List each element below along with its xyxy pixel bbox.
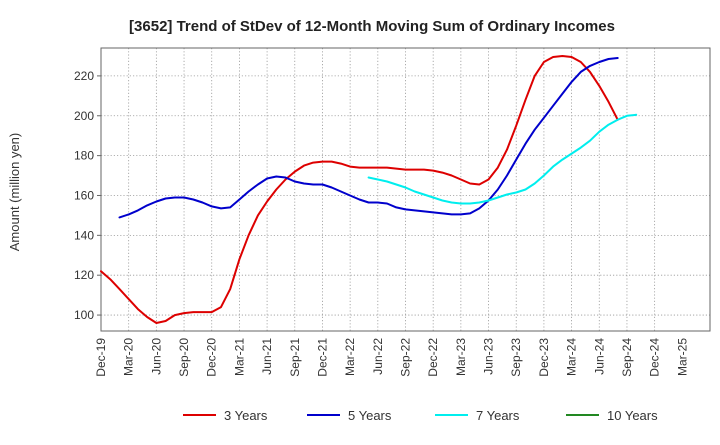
x-tick-label: Sep-22 — [399, 338, 413, 377]
legend-label-3-years: 3 Years — [224, 408, 268, 423]
x-tick-label: Dec-20 — [205, 338, 219, 377]
x-tick-label: Sep-21 — [288, 338, 302, 377]
x-tick-label: Mar-24 — [565, 338, 579, 376]
series-lines — [100, 55, 638, 324]
x-tick-label: Dec-21 — [315, 338, 329, 377]
y-axis-label: Amount (million yen) — [7, 133, 22, 252]
grid-lines — [101, 48, 710, 331]
chart-title: [3652] Trend of StDev of 12-Month Moving… — [129, 18, 615, 35]
x-tick-label: Sep-24 — [620, 338, 634, 377]
series-line-3-years — [100, 55, 619, 324]
x-tick-label: Dec-24 — [648, 338, 662, 377]
y-tick-label: 100 — [74, 308, 94, 322]
legend-label-7-years: 7 Years — [476, 408, 520, 423]
x-tick-label: Dec-23 — [537, 338, 551, 377]
legend: 3 Years 5 Years 7 Years 10 Years — [183, 408, 658, 423]
x-tick-label: Mar-20 — [122, 338, 136, 376]
x-tick-label: Sep-20 — [177, 338, 191, 377]
plot-area-border — [100, 47, 711, 332]
x-tick-label: Jun-22 — [371, 338, 385, 375]
x-tick-label: Jun-21 — [260, 338, 274, 375]
y-tick-label: 220 — [74, 69, 94, 83]
y-tick-label: 180 — [74, 149, 94, 163]
x-tick-label: Mar-22 — [343, 338, 357, 376]
x-tick-label: Jun-24 — [592, 338, 606, 375]
legend-label-5-years: 5 Years — [348, 408, 392, 423]
x-tick-label: Mar-21 — [232, 338, 246, 376]
y-tick-label: 140 — [74, 228, 94, 242]
x-tick-label: Mar-23 — [454, 338, 468, 376]
x-tick-label: Sep-23 — [509, 338, 523, 377]
x-tick-label: Dec-22 — [426, 338, 440, 377]
x-axis: Dec-19 Mar-20 Jun-20 Sep-20 Dec-20 Mar-21 Jun-… — [94, 338, 689, 377]
series-line-5-years — [118, 57, 619, 219]
x-tick-label: Jun-20 — [149, 338, 163, 375]
series-line-7-years — [367, 113, 638, 205]
x-tick-label: Dec-19 — [94, 338, 108, 377]
y-tick-label: 200 — [74, 109, 94, 123]
y-tick-label: 120 — [74, 268, 94, 282]
legend-label-10-years: 10 Years — [607, 408, 658, 423]
x-tick-label: Jun-23 — [482, 338, 496, 375]
y-tick-label: 160 — [74, 188, 94, 202]
y-axis: 100 120 140 160 180 200 220 — [74, 69, 101, 322]
x-tick-label: Mar-25 — [675, 338, 689, 376]
